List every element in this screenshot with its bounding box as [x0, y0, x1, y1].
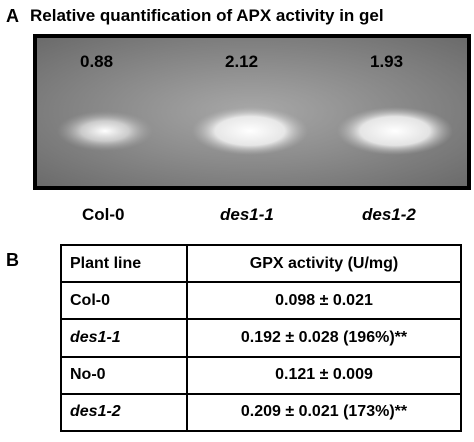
cell: 0.192 ± 0.028 (196%)**	[186, 318, 462, 358]
gel-image	[33, 34, 471, 190]
cell: No-0	[60, 355, 188, 395]
cell: 0.098 ± 0.021	[186, 281, 462, 321]
lane-value: 1.93	[370, 52, 404, 71]
panel-label: A	[6, 6, 19, 26]
cell: des1-2	[60, 392, 188, 433]
lane-value: 2.12	[225, 52, 259, 71]
panel-label: B	[6, 250, 19, 270]
lane-name: des1-1	[220, 205, 274, 224]
panel-title: Relative quantification of APX activity …	[30, 6, 384, 25]
header-cell: GPX activity (U/mg)	[186, 243, 462, 284]
cell: 0.209 ± 0.021 (173%)**	[186, 392, 462, 433]
cell: 0.121 ± 0.009	[186, 355, 462, 395]
lane-value: 0.88	[80, 52, 114, 71]
header-cell: Plant line	[60, 243, 188, 284]
cell: Col-0	[60, 281, 188, 321]
gpx-table: Plant line GPX activity (U/mg) Col-0 0.098…	[60, 243, 462, 433]
lane-name: Col-0	[82, 205, 125, 224]
lane-name: des1-2	[362, 205, 416, 224]
cell: des1-1	[60, 318, 188, 358]
